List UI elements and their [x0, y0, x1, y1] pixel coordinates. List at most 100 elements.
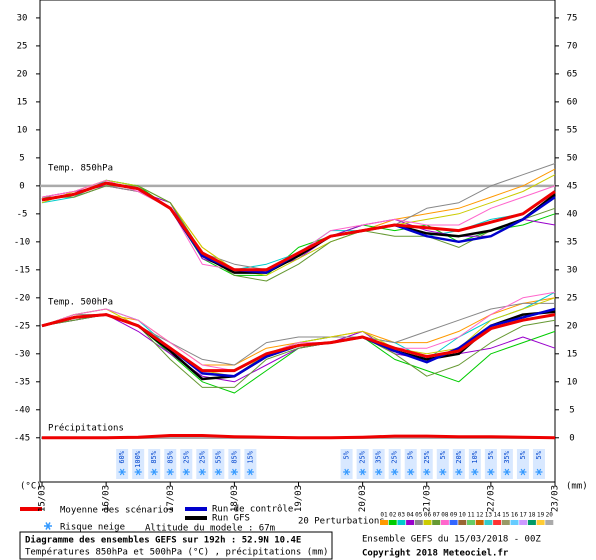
snow-label: 15% — [246, 450, 254, 463]
snow-label: 85% — [150, 450, 158, 463]
perturbation-swatch — [440, 520, 449, 525]
perturbation-number: 06 — [424, 512, 432, 519]
y-tick-label: 30 — [17, 13, 28, 23]
series-line — [42, 434, 556, 440]
snow-icon-stroke — [536, 468, 542, 476]
snow-icon-stroke — [344, 468, 349, 476]
perturbation-line — [41, 174, 556, 276]
snow-icon-stroke — [440, 468, 446, 476]
perturbations-label: 20 Perturbations — [298, 517, 385, 527]
y-tick-label: -25 — [14, 321, 30, 331]
y2-tick-label: 10 — [567, 377, 578, 387]
y-tick-label: 20 — [17, 69, 28, 79]
perturbation-number: 09 — [450, 512, 458, 519]
copyright: Copyright 2018 Meteociel.fr — [362, 548, 509, 559]
snow-label: 100% — [134, 450, 142, 468]
snow-icon — [503, 468, 511, 476]
perturbation-swatch — [458, 520, 467, 525]
snow-icon-stroke — [392, 468, 398, 476]
y2-tick-label: 60 — [567, 97, 578, 107]
y2-tick-label: 30 — [567, 265, 578, 275]
snow-label: 5% — [487, 450, 495, 459]
perturbation-swatch — [449, 520, 458, 525]
y2-tick-label: 65 — [567, 69, 578, 79]
x-tick-label: 17/03 — [166, 485, 176, 512]
y-tick-label: -20 — [14, 293, 30, 303]
perturbation-number: 17 — [520, 512, 528, 519]
snow-icon — [439, 468, 447, 476]
snow-icon — [44, 522, 52, 530]
snow-icon — [198, 468, 206, 476]
y-tick-label: -30 — [14, 349, 30, 359]
perturbation-swatch — [527, 520, 536, 525]
snow-label: 5% — [519, 450, 527, 459]
y-tick-label: 25 — [17, 41, 28, 51]
snow-icon — [455, 468, 463, 476]
perturbation-swatch — [501, 520, 510, 525]
run-info: Ensemble GEFS du 15/03/2018 - 00Z — [362, 535, 541, 545]
perturbation-number: 07 — [433, 512, 441, 519]
snow-icon-stroke — [199, 468, 205, 476]
legend-snow: Risque neige — [60, 523, 125, 533]
snow-label: 60% — [118, 450, 126, 463]
altitude: Altitude du modele : 67m — [145, 524, 275, 534]
perturbation-swatch — [414, 520, 423, 525]
snow-icon — [471, 468, 479, 476]
snow-icon-stroke — [183, 468, 189, 476]
snow-icon — [407, 468, 415, 476]
y2-tick-label: 25 — [567, 293, 578, 303]
snow-icon-stroke — [376, 468, 381, 476]
perturbation-swatch — [536, 520, 545, 525]
snow-label: 20% — [455, 450, 463, 463]
y2-tick-label: 15 — [567, 349, 578, 359]
y-tick-label: -40 — [14, 405, 30, 415]
y-tick-label: 0 — [19, 181, 24, 191]
y2-tick-label: 5 — [569, 405, 574, 415]
plot-frame — [39, 0, 556, 483]
snow-icon-stroke — [520, 468, 526, 476]
legend-control: Run de contrôle — [212, 504, 293, 515]
series-line — [41, 181, 556, 272]
y2-tick-label: 40 — [567, 209, 578, 219]
snow-icon — [487, 468, 495, 476]
y2-tick-label: 70 — [567, 41, 578, 51]
snow-icon — [214, 468, 222, 476]
footer-subtitle: Températures 850hPa et 500hPa (°C) , pré… — [25, 547, 328, 558]
snow-icon — [535, 468, 543, 476]
y2-tick-label: 35 — [567, 237, 578, 247]
perturbation-swatch — [510, 520, 519, 525]
x-tick-label: 16/03 — [102, 485, 112, 512]
y-tick-label: -15 — [14, 265, 30, 275]
snow-label: 25% — [198, 450, 206, 463]
snow-label: 25% — [359, 450, 367, 463]
snow-icon-stroke — [504, 468, 510, 476]
perturbation-number: 04 — [406, 512, 414, 519]
snow-label: 35% — [503, 450, 511, 463]
x-tick-label: 19/03 — [294, 485, 304, 512]
snow-icon-stroke — [488, 468, 494, 476]
y2-tick-label: 50 — [567, 153, 578, 163]
panel-label: Temp. 500hPa — [48, 297, 113, 307]
perturbation-swatch — [423, 520, 432, 525]
snow-label: 85% — [230, 450, 238, 463]
perturbation-swatch — [545, 520, 554, 525]
perturbation-number: 01 — [380, 512, 388, 519]
snow-icon-stroke — [424, 468, 430, 476]
snow-icon-stroke — [408, 468, 414, 476]
perturbation-number: 15 — [502, 512, 510, 519]
perturbation-number: 08 — [441, 512, 449, 519]
perturbation-number: 05 — [415, 512, 423, 519]
x-tick-label: 21/03 — [422, 485, 432, 512]
perturbation-swatch — [475, 520, 484, 525]
perturbation-number: 18 — [528, 512, 536, 519]
perturbation-swatch — [388, 520, 397, 525]
snow-icon — [118, 468, 126, 476]
snow-icon — [375, 468, 383, 476]
perturbation-number: 11 — [467, 512, 475, 519]
perturbation-swatch — [380, 520, 388, 525]
y-tick-label: -45 — [14, 433, 30, 443]
snow-icon-stroke — [360, 468, 365, 476]
y2-axis-label: (mm) — [566, 482, 588, 492]
snow-icon-stroke — [135, 468, 141, 476]
